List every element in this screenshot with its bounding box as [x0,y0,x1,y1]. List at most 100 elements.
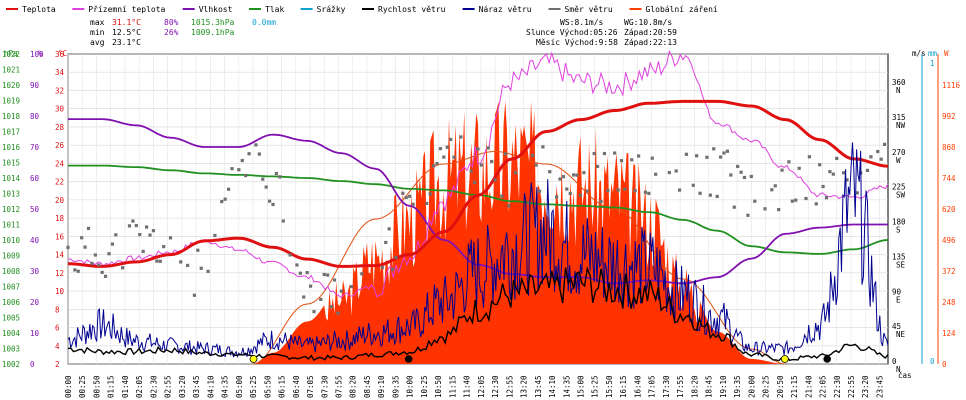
wind-direction-point [777,208,781,212]
wind-direction-point [168,236,173,240]
tick-wind-direction: 135 [892,252,906,261]
wind-direction-point [336,311,340,315]
stat-max-humidity: 80% [164,18,179,27]
tick-time: 22:55 [847,375,856,398]
wind-direction-point [411,202,415,206]
tick-rain: 0 [930,357,935,366]
wind-direction-point [770,188,774,192]
wind-direction-point [869,155,873,159]
sun-times: Slunce Východ:05:26 [526,28,618,37]
tick-temperature: 34 [55,68,65,77]
tick-time: 22:05 [819,375,828,398]
moonrise-marker [404,355,413,363]
wind-direction-point [623,187,627,191]
tick-solar: 992 [942,112,956,121]
tick-wind-direction: 315 [892,113,906,122]
wind-direction-point [568,191,572,196]
wind-direction-point [541,145,545,149]
wind-direction-point [271,202,275,207]
tick-temperature: 10 [55,287,65,296]
wind-direction-point [97,263,101,267]
wind-direction-point [390,267,395,271]
wind-direction-point [845,178,849,182]
tick-temperature: 30 [55,105,65,114]
wind-direction-point [305,271,309,275]
tick-temperature: 14 [55,251,65,260]
tick-wind-direction-letter: N [896,365,901,374]
wind-direction-point [274,171,279,176]
tick-time: 02:30 [149,375,158,398]
wind-direction-point [503,152,507,156]
tick-wind-direction-letter: W [896,156,901,165]
wind-direction-point [459,135,463,139]
tick-time: 23:20 [861,375,870,398]
tick-time: 04:10 [206,375,215,398]
wind-direction-point [507,204,511,208]
tick-time: 15:50 [605,375,614,398]
legend-label: Vlhkost [199,5,233,14]
tick-time: 20:50 [776,375,785,398]
tick-wind-direction: 0 [892,357,897,366]
wind-direction-point [722,151,726,155]
tick-solar: 372 [942,267,956,276]
wind-direction-point [244,173,248,178]
tick-pressure: 1015 [2,159,20,168]
wind-direction-point [312,310,316,314]
tick-time: 12:05 [477,375,486,398]
tick-time: 07:55 [334,375,343,398]
wind-direction-point [408,194,412,198]
wind-direction-point [599,199,603,204]
wind-direction-point [739,170,743,174]
wind-direction-point [90,261,94,265]
tick-time: 07:30 [320,375,329,398]
wind-direction-point [753,199,757,203]
tick-temperature: 20 [55,196,65,205]
wind-direction-point [835,156,839,161]
wind-direction-point [295,263,299,267]
tick-pressure: 1006 [2,298,21,307]
tick-time: 14:35 [562,375,571,398]
sunrise-marker [249,355,258,363]
wind-direction-point [749,174,753,179]
tick-time: 01:15 [107,375,116,398]
wind-direction-point [780,168,784,172]
wind-direction-point [93,253,97,257]
tick-temperature: 24 [55,159,65,168]
wind-direction-point [695,154,699,158]
tick-wind-direction: 90 [892,287,902,296]
wind-direction-point [558,177,562,181]
wind-direction-point [746,213,750,217]
chart-legend: Teplota Přízemní teplota Vlhkost Tlak Srážky… [6,5,718,14]
wind-direction-point [807,155,812,159]
wind-direction-point [83,245,87,249]
wind-direction-point [725,149,730,153]
tick-temperature: 28 [55,123,65,132]
wind-direction-point [732,205,736,209]
wind-direction-point [452,155,456,159]
wind-direction-point [264,185,268,189]
wind-direction-point [691,183,695,187]
wind-direction-point [100,270,104,274]
tick-time: 04:35 [221,375,230,398]
tick-temperature: 32 [55,86,64,95]
tick-temperature: 18 [55,214,65,223]
wind-direction-point [476,147,480,151]
wind-gust-line [67,142,889,359]
tick-time: 00:00 [64,375,73,398]
tick-time: 16:15 [619,375,628,398]
tick-time: 17:05 [648,375,657,398]
wind-direction-point [824,196,829,200]
wind-direction-point [80,236,84,240]
time-axis: 00:00 00:25 00:50 01:15 01:40 02:05 02:30 02:55… [64,371,912,398]
tick-humidity: 0 [30,360,35,369]
wind-direction-point [185,263,190,268]
wind-direction-point [534,163,538,167]
wind-direction-point [442,155,446,159]
tick-wind-direction-letter: N [896,86,901,95]
wind-direction-point [677,188,682,192]
wind-direction-point [647,191,651,195]
tick-time: 11:40 [463,375,472,398]
tick-pressure: 1003 [2,345,20,354]
tick-temperature: 22 [55,178,64,187]
axis-unit-humidity: % [38,49,43,58]
